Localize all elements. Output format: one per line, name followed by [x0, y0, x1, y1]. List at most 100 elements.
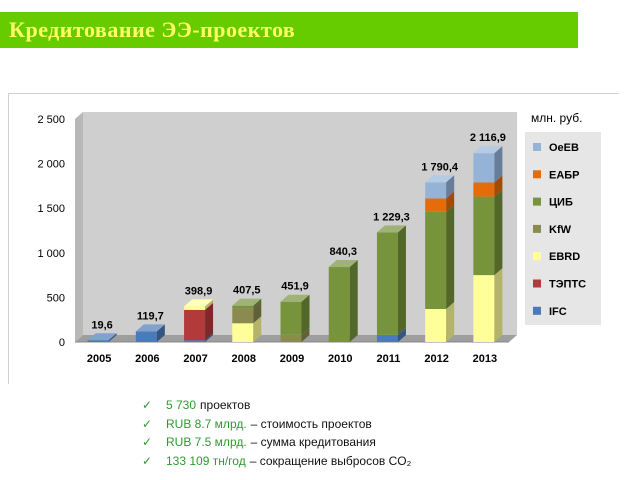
legend-title: млн. руб. — [531, 111, 582, 125]
bar-top — [87, 333, 117, 341]
chart-frame: 0 500 1 000 1 500 2 000 2 500 19,6 2005 119,7 200… — [8, 93, 619, 384]
bar-segment — [473, 182, 495, 197]
legend-swatch — [533, 197, 541, 206]
bar-segment — [425, 182, 447, 199]
legend-label: EBRD — [549, 251, 580, 263]
legend-label: ЦИБ — [549, 197, 573, 209]
summary-value: RUB 7.5 млрд. — [166, 435, 247, 450]
bar-segment-side — [253, 316, 262, 342]
page-title: Кредитование ЭЭ-проектов — [9, 17, 296, 42]
data-label: 451,9 — [281, 281, 309, 293]
summary-label: – сумма кредитования — [250, 435, 376, 450]
bar-segment — [425, 198, 447, 212]
bar-segment-side — [494, 175, 503, 197]
bar-segment-side — [108, 333, 117, 342]
summary-label: – стоимость проектов — [250, 416, 372, 431]
x-tick-label: 2005 — [87, 353, 111, 365]
y-tick-label: 0 — [59, 337, 65, 349]
data-label: 840,3 — [329, 246, 357, 258]
data-label: 1 790,4 — [421, 161, 459, 173]
legend-label: ЕАБР — [549, 169, 580, 181]
bar-segment-side — [446, 301, 455, 342]
bar-segment-side — [205, 299, 214, 310]
side-wall — [75, 112, 83, 342]
legend-label: IFC — [549, 306, 567, 318]
legend-swatch — [533, 252, 541, 261]
bar-segment-side — [205, 333, 214, 342]
bar-segment-side — [494, 146, 503, 183]
bar-segment — [473, 196, 495, 276]
y-tick-label: 2 000 — [37, 159, 65, 171]
bar-top — [328, 260, 358, 268]
y-tick-label: 2 500 — [37, 114, 65, 126]
bar-segment-side — [253, 301, 262, 324]
legend-label: ТЭПТС — [549, 279, 586, 291]
bar-segment-side — [446, 204, 455, 309]
bar-segment-side — [156, 324, 165, 342]
check-icon: ✓ — [142, 398, 153, 413]
bar-segment — [184, 340, 206, 342]
legend-swatch — [533, 306, 541, 315]
bar-top — [473, 146, 503, 154]
bar-top — [280, 294, 310, 302]
summary-value: 133 109 тн/год — [166, 453, 246, 468]
bar-segment — [425, 211, 447, 309]
bar-segment-side — [494, 268, 503, 342]
bar-top — [135, 324, 165, 332]
bar-top — [184, 299, 214, 307]
summary-value: RUB 8.7 млрд. — [166, 416, 247, 431]
bar-segment-side — [253, 298, 262, 309]
data-label: 119,7 — [137, 310, 164, 322]
summary-item: ✓ RUB 8.7 млрд. – стоимость проектов — [142, 415, 502, 434]
x-tick-label: 2009 — [280, 353, 304, 365]
title-banner: Кредитование ЭЭ-проектов — [0, 12, 578, 48]
check-icon: ✓ — [142, 453, 153, 468]
bar-segment — [184, 306, 206, 310]
bar-segment — [328, 267, 350, 342]
bar-top — [425, 175, 455, 183]
y-tick-label: 500 — [47, 292, 65, 304]
y-tick-label: 1 000 — [37, 248, 65, 260]
legend-swatch — [533, 143, 541, 151]
x-tick-label: 2012 — [424, 353, 448, 365]
x-tick-label: 2007 — [183, 353, 207, 365]
bar-segment — [232, 305, 254, 309]
x-tick-label: 2010 — [328, 353, 352, 365]
bar-segment — [425, 308, 447, 342]
bar-segment-side — [494, 189, 503, 276]
bar-segment — [87, 340, 109, 342]
x-tick-label: 2006 — [135, 353, 159, 365]
legend-swatch — [533, 224, 541, 233]
bar-segment-side — [446, 175, 455, 199]
legend-label: KfW — [549, 224, 572, 236]
summary-item: ✓ RUB 7.5 млрд. – сумма кредитования — [142, 433, 502, 452]
bar-segment — [473, 275, 495, 342]
summary-label: проектов — [200, 398, 251, 413]
legend-swatch — [533, 279, 541, 288]
bar-segment — [232, 308, 254, 324]
bar-segment — [280, 301, 302, 335]
bar-segment — [376, 334, 398, 342]
x-tick-label: 2011 — [377, 353, 401, 365]
check-icon: ✓ — [142, 435, 153, 450]
bar-segment-side — [446, 191, 455, 212]
data-label: 398,9 — [185, 285, 213, 297]
check-icon: ✓ — [142, 416, 153, 431]
bar-segment-side — [397, 327, 406, 342]
bar-segment — [473, 153, 495, 183]
data-label: 19,6 — [91, 319, 112, 331]
summary-value: 5 730 — [166, 398, 197, 413]
bar-segment-side — [205, 302, 214, 341]
stacked-bar-chart: 0 500 1 000 1 500 2 000 2 500 19,6 2005 119,7 200… — [37, 111, 601, 365]
x-tick-label: 2013 — [473, 353, 497, 365]
y-tick-label: 1 500 — [37, 203, 65, 215]
bar-top — [376, 225, 406, 233]
bar-segment-side — [301, 294, 310, 335]
summary-label: – сокращение выбросов CO₂ — [249, 453, 412, 468]
data-label: 1 229,3 — [373, 211, 410, 223]
bar-segment — [376, 232, 398, 335]
bar-segment — [184, 309, 206, 341]
bar-segment-side — [301, 327, 310, 342]
x-tick-label: 2008 — [232, 353, 256, 365]
bar-segment — [232, 323, 254, 342]
